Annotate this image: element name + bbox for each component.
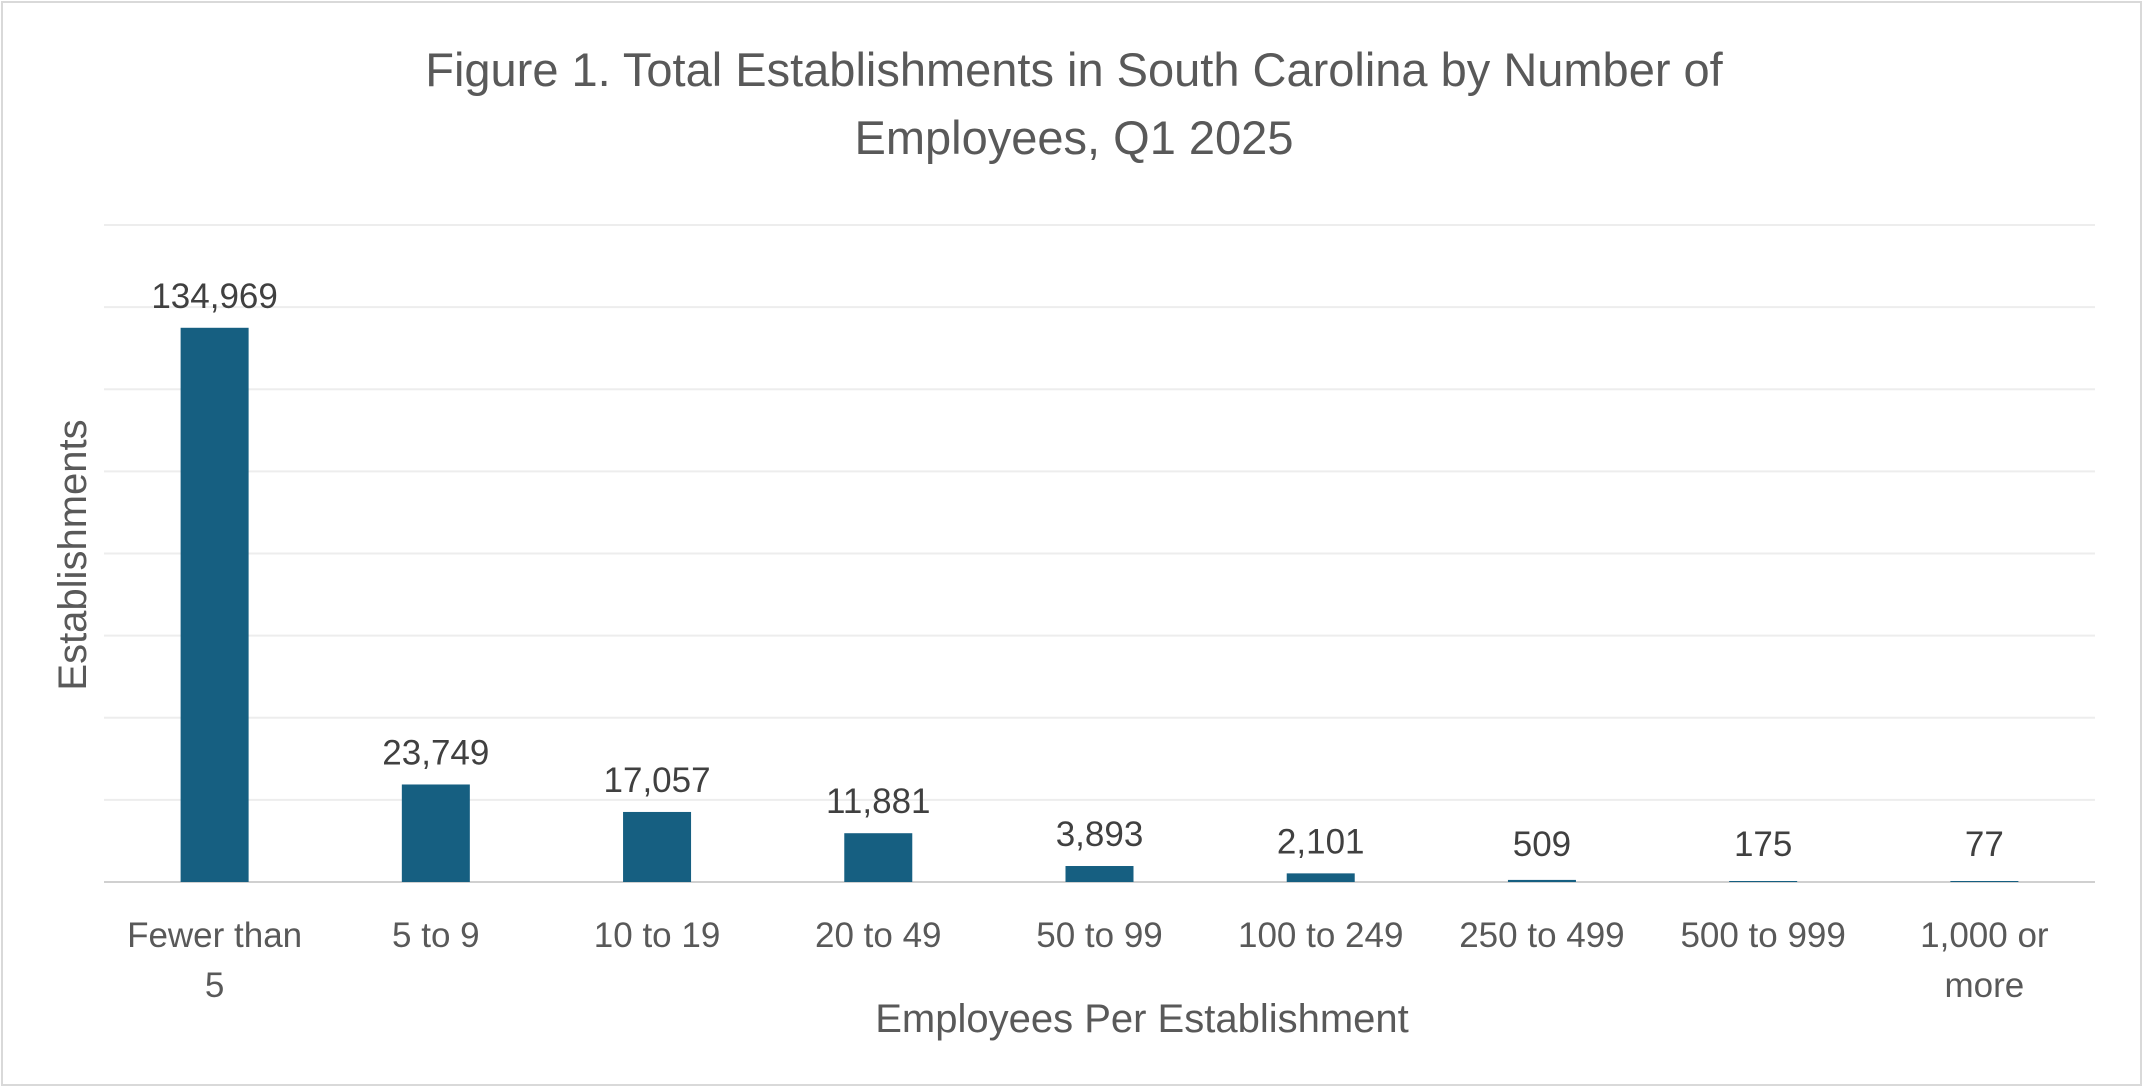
- bar: [623, 811, 692, 882]
- bar: [1729, 881, 1798, 882]
- bar: [1950, 881, 2019, 882]
- y-axis-title: Establishments: [51, 419, 95, 690]
- data-label: 175: [1734, 825, 1792, 864]
- data-label: 23,749: [382, 733, 489, 772]
- data-label: 134,969: [151, 277, 278, 316]
- chart-title-line: Employees, Q1 2025: [855, 111, 1294, 164]
- x-tick-label: Fewer than: [127, 916, 302, 955]
- bars: [180, 327, 2019, 882]
- bar: [1065, 866, 1134, 882]
- chart-title: Figure 1. Total Establishments in South …: [425, 43, 1723, 164]
- data-label: 2,101: [1277, 822, 1365, 861]
- x-tick-label: 100 to 249: [1238, 916, 1403, 955]
- data-label: 3,893: [1056, 815, 1144, 854]
- x-tick-label: 10 to 19: [594, 916, 721, 955]
- bar: [1507, 879, 1576, 882]
- bar: [180, 327, 249, 882]
- bar: [1286, 873, 1355, 882]
- x-axis-title: Employees Per Establishment: [875, 997, 1409, 1041]
- x-tick-label: 20 to 49: [815, 916, 942, 955]
- gridlines: [104, 224, 2095, 883]
- chart-title-line: Figure 1. Total Establishments in South …: [425, 43, 1723, 96]
- x-tick-label: 5: [205, 966, 224, 1005]
- x-tick-label: 500 to 999: [1680, 916, 1845, 955]
- x-tick-label: 1,000 or: [1920, 916, 2049, 955]
- data-label: 77: [1965, 825, 2004, 864]
- x-tick-label: 50 to 99: [1036, 916, 1163, 955]
- x-tick-label: 250 to 499: [1459, 916, 1624, 955]
- data-label: 11,881: [826, 782, 930, 821]
- x-tick-labels: Fewer than 5 5 to 9 10 to 19 20 to 49 50 to 9…: [127, 916, 2049, 1005]
- bar: [844, 833, 913, 882]
- x-tick-label: more: [1945, 966, 2025, 1005]
- data-labels: 134,969 23,749 17,057 11,881 3,893 2,101 509 17…: [151, 277, 2004, 864]
- data-label: 17,057: [604, 761, 711, 800]
- bar: [401, 784, 470, 882]
- x-tick-label: 5 to 9: [392, 916, 480, 955]
- data-label: 509: [1513, 825, 1571, 864]
